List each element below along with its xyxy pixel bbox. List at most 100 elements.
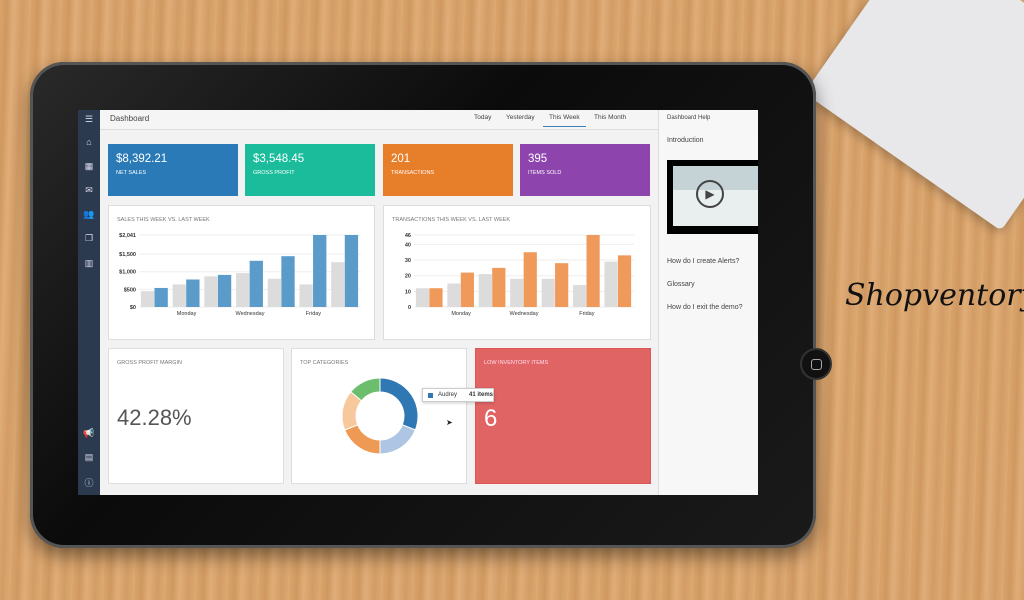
help-item-glossary[interactable]: Glossary [667,281,695,288]
users-icon[interactable]: 👥 [83,209,95,219]
help-introduction[interactable]: Introduction [667,137,704,144]
tile-value: 395 [528,153,548,165]
bar [154,287,168,307]
tile-value: $3,548.45 [253,153,305,165]
info-icon[interactable]: ⓘ [84,478,94,488]
chart-icon[interactable]: ▥ [84,258,94,268]
tile-label: NET SALES [116,170,147,176]
tile-label: ITEMS SOLD [528,170,562,176]
x-tick-label: Friday [579,311,595,317]
tile-label: TRANSACTIONS [391,170,435,176]
bar [186,279,200,307]
tile-value: 201 [391,153,411,165]
y-tick-label: 20 [405,274,411,280]
help-item-alerts[interactable]: How do I create Alerts? [667,258,740,265]
transactions-chart: 0 10 20 30 40 46 Monday Wednesday Friday [405,233,634,317]
y-tick-label: 40 [405,242,411,248]
transactions-chart-panel: TRANSACTIONS THIS WEEK VS. LAST WEEK 0 10… [383,205,651,340]
header: Dashboard Today Yesterday This Week This… [100,110,658,130]
bar [555,263,569,307]
mail-icon[interactable]: ✉ [85,185,93,195]
bar [236,273,250,307]
mouse-cursor-icon: ➤ [446,418,453,427]
y-tick-label: 46 [405,233,411,239]
top-categories-panel: TOP CATEGORIES [291,348,467,484]
help-item-exit-demo[interactable]: How do I exit the demo? [667,304,743,311]
tile-net-sales[interactable]: $8,392.21 NET SALES [108,144,238,196]
bar [249,260,263,307]
tile-value: $8,392.21 [116,153,168,165]
bar [344,235,359,307]
categories-donut [341,377,419,455]
card-icon[interactable]: ▤ [84,452,94,462]
menu-icon[interactable]: ☰ [84,114,94,124]
tab-today[interactable]: Today [474,114,492,121]
intro-video[interactable]: ▶ [667,160,758,234]
bar [140,291,155,307]
panel-title: GROSS PROFIT MARGIN [117,360,182,366]
tile-label: GROSS PROFIT [253,170,295,176]
donut-tooltip: Audrey 41 items [422,388,494,402]
tile-items-sold[interactable]: 395 ITEMS SOLD [520,144,650,196]
x-tick-label: Wednesday [236,311,265,317]
bar [617,255,632,307]
sidebar: ☰ ⌂ ▦ ✉ 👥 ❐ ▥ 📢 ▤ ⓘ [78,110,100,495]
bar [331,262,345,307]
bar [172,284,186,307]
grid-icon[interactable]: ▦ [84,161,94,171]
chart-title: TRANSACTIONS THIS WEEK VS. LAST WEEK [392,217,511,223]
bar [604,261,618,307]
chart-title: TOP CATEGORIES [300,360,349,366]
x-tick-label: Friday [306,311,322,317]
bar [217,274,232,307]
donut-slice [350,377,381,402]
gross-margin-panel: GROSS PROFIT MARGIN 42.28% [108,348,284,484]
bar [510,278,524,307]
page-title: Dashboard [110,114,150,123]
home-button[interactable] [800,348,832,380]
donut-slice [379,424,416,455]
home-icon[interactable]: ⌂ [86,137,92,147]
bar [429,288,443,307]
y-tick-label: $500 [124,287,136,293]
bar [204,276,218,307]
bar [523,252,537,307]
low-inventory-panel[interactable]: LOW INVENTORY ITEMS 6 [475,348,651,484]
bar [492,267,506,307]
tooltip-value: 41 items [469,392,494,398]
help-panel: Dashboard Help Introduction ▶ How do I c… [658,110,758,495]
bar [541,278,555,307]
y-tick-label: $2,041 [119,233,136,239]
bar [460,272,474,307]
bar [573,285,587,307]
sales-chart-panel: SALES THIS WEEK VS. LAST WEEK $0 $500 $1,0… [108,205,375,340]
bar [415,288,430,307]
gross-margin-value: 42.28% [117,405,192,430]
keyboard [804,0,1024,231]
chart-title: SALES THIS WEEK VS. LAST WEEK [117,217,210,223]
bar [447,283,461,307]
tab-this-month[interactable]: This Month [594,114,627,121]
megaphone-icon[interactable]: 📢 [83,428,95,438]
play-icon[interactable]: ▶ [696,180,724,208]
donut-slice [379,377,419,431]
x-tick-label: Wednesday [510,311,539,317]
tab-yesterday[interactable]: Yesterday [506,114,535,121]
bar [267,278,282,307]
bar [478,274,492,307]
documents-icon[interactable]: ❐ [84,233,94,243]
y-tick-label: 10 [405,289,411,295]
tooltip-name: Audrey [438,392,458,398]
y-tick-label: 0 [408,305,411,311]
dashboard-screen: ☰ ⌂ ▦ ✉ 👥 ❐ ▥ 📢 ▤ ⓘ Dashboard Today Yest… [78,110,758,495]
bar [586,235,600,307]
donut-slice [344,424,381,455]
tab-this-week[interactable]: This Week [543,114,586,127]
y-tick-label: $1,500 [119,252,136,258]
tile-transactions[interactable]: 201 TRANSACTIONS [383,144,513,196]
y-tick-label: $0 [130,305,136,311]
legend-swatch [428,393,433,398]
sales-chart: $0 $500 $1,000 $1,500 $2,041 Monday Wednesday F… [119,233,361,317]
y-tick-label: 30 [405,258,411,264]
tile-gross-profit[interactable]: $3,548.45 GROSS PROFIT [245,144,375,196]
